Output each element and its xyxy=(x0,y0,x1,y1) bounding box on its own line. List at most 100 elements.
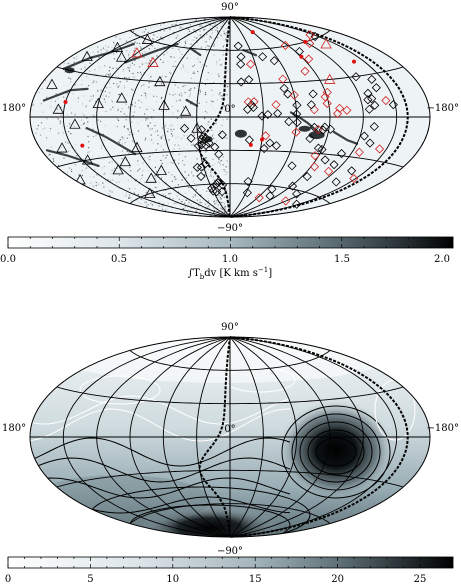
noise-speck xyxy=(129,131,131,133)
noise-speck xyxy=(121,136,123,138)
noise-speck xyxy=(224,211,226,213)
noise-speck xyxy=(118,181,120,183)
noise-speck xyxy=(186,207,188,209)
noise-speck xyxy=(218,75,220,77)
noise-speck xyxy=(176,124,178,126)
label-bottom: −90° xyxy=(217,546,243,557)
noise-speck xyxy=(192,143,195,145)
noise-speck xyxy=(163,54,165,56)
noise-speck xyxy=(221,20,223,22)
noise-speck xyxy=(200,201,202,203)
noise-speck xyxy=(73,61,75,63)
noise-speck xyxy=(172,65,174,67)
diamond-marker xyxy=(283,89,293,99)
noise-speck xyxy=(201,168,203,170)
noise-speck xyxy=(228,28,230,30)
noise-speck xyxy=(156,96,158,98)
noise-speck xyxy=(101,167,103,169)
noise-speck xyxy=(213,207,215,209)
noise-speck xyxy=(133,111,135,113)
noise-speck xyxy=(216,37,219,39)
noise-speck xyxy=(81,119,83,121)
noise-speck xyxy=(214,200,216,202)
noise-speck xyxy=(162,205,164,207)
noise-speck xyxy=(126,94,128,96)
noise-speck xyxy=(156,55,158,57)
noise-speck xyxy=(35,132,37,134)
noise-speck xyxy=(92,95,94,97)
noise-speck xyxy=(205,149,208,151)
noise-speck xyxy=(133,192,135,194)
noise-speck xyxy=(202,56,204,58)
noise-speck xyxy=(104,65,106,67)
noise-speck xyxy=(153,79,155,81)
noise-speck xyxy=(137,194,139,196)
noise-speck xyxy=(217,30,219,33)
noise-speck xyxy=(117,86,119,88)
noise-speck xyxy=(44,127,46,129)
noise-speck xyxy=(214,109,216,111)
noise-speck xyxy=(196,121,199,124)
noise-speck xyxy=(190,162,192,164)
noise-speck xyxy=(211,135,214,137)
noise-speck xyxy=(215,202,217,204)
noise-speck xyxy=(113,41,115,43)
noise-speck xyxy=(147,170,149,172)
noise-speck xyxy=(201,37,203,39)
noise-speck xyxy=(173,176,176,178)
noise-speck xyxy=(140,203,142,205)
noise-speck xyxy=(65,141,67,143)
noise-speck xyxy=(124,142,126,144)
diamond-marker xyxy=(363,95,373,105)
noise-speck xyxy=(125,195,127,197)
noise-speck xyxy=(153,109,155,111)
triangle-marker xyxy=(81,154,94,165)
noise-speck xyxy=(71,170,73,172)
noise-speck xyxy=(183,147,185,149)
parallel-line xyxy=(56,66,404,85)
noise-speck xyxy=(76,155,78,157)
noise-speck xyxy=(214,203,216,205)
noise-speck xyxy=(181,53,183,55)
noise-speck xyxy=(191,207,193,209)
noise-speck xyxy=(140,47,142,49)
noise-speck xyxy=(82,103,84,105)
noise-speck xyxy=(92,124,94,126)
noise-speck xyxy=(108,75,110,77)
noise-speck xyxy=(70,133,72,135)
noise-speck xyxy=(150,202,152,205)
noise-speck xyxy=(138,183,140,185)
noise-speck xyxy=(163,46,165,48)
noise-speck xyxy=(189,24,191,26)
noise-speck xyxy=(197,208,199,210)
noise-speck xyxy=(178,198,180,200)
noise-speck xyxy=(134,47,136,49)
noise-speck xyxy=(149,155,151,158)
noise-speck xyxy=(193,29,195,31)
noise-speck xyxy=(48,154,50,156)
noise-speck xyxy=(184,41,187,43)
noise-speck xyxy=(50,146,52,148)
noise-speck xyxy=(192,65,194,67)
diamond-marker xyxy=(302,172,312,182)
noise-speck xyxy=(198,205,200,207)
noise-speck xyxy=(128,107,130,109)
diamond-marker xyxy=(233,41,243,51)
noise-speck xyxy=(214,28,216,30)
noise-speck xyxy=(211,89,213,91)
noise-speck xyxy=(192,196,194,198)
noise-speck xyxy=(86,176,88,178)
colorbar-tick-label: 0.0 xyxy=(0,254,16,265)
noise-speck xyxy=(223,30,225,32)
noise-speck xyxy=(139,181,141,183)
noise-speck xyxy=(88,147,90,149)
noise-speck xyxy=(221,207,223,209)
noise-speck xyxy=(54,100,56,102)
noise-speck xyxy=(227,51,229,53)
noise-speck xyxy=(160,24,162,26)
noise-speck xyxy=(104,90,106,92)
noise-speck xyxy=(75,149,77,151)
diamond-marker xyxy=(192,162,202,172)
noise-speck xyxy=(123,85,125,87)
triangle-marker xyxy=(112,164,124,175)
